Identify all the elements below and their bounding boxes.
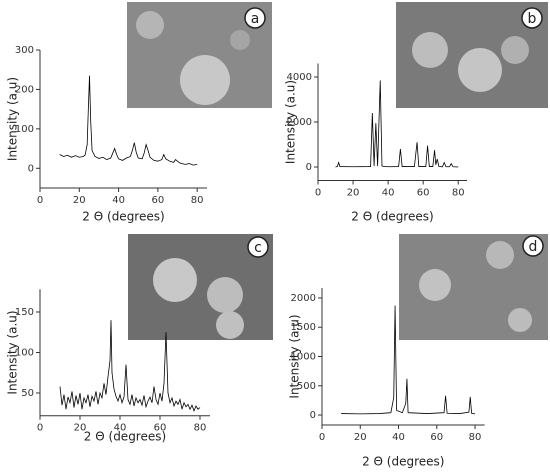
y-tick-label: 50 xyxy=(21,388,34,399)
x-tick-label: 0 xyxy=(37,423,43,434)
sem-inset-c: c xyxy=(128,234,273,340)
x-axis-title: 2 Θ (degrees) xyxy=(84,430,166,444)
x-tick-label: 0 xyxy=(315,188,321,199)
panel-letter: c xyxy=(254,240,262,256)
x-tick-label: 60 xyxy=(430,432,443,443)
x-axis-title: 2 Θ (degrees) xyxy=(351,210,433,224)
particle xyxy=(486,241,514,269)
y-tick-label: 1500 xyxy=(291,322,316,333)
x-tick-label: 40 xyxy=(382,188,395,199)
xrd-line xyxy=(341,305,476,415)
particle xyxy=(230,30,250,50)
sem-inset-a: a xyxy=(127,2,272,108)
particle xyxy=(216,311,244,339)
panel-badge xyxy=(244,7,266,29)
x-tick-label: 20 xyxy=(74,423,87,434)
y-tick-label: 500 xyxy=(297,381,316,392)
particle xyxy=(207,277,243,313)
x-tick-label: 20 xyxy=(347,188,360,199)
x-tick-label: 40 xyxy=(392,432,405,443)
x-axis-title: 2 Θ (degrees) xyxy=(362,455,444,469)
particle xyxy=(419,269,451,301)
x-tick-label: 0 xyxy=(37,195,43,206)
x-axis-title: 2 Θ (degrees) xyxy=(82,210,164,224)
panel-letter: a xyxy=(251,11,260,27)
y-tick-label: 200 xyxy=(15,84,34,95)
x-tick-label: 80 xyxy=(194,423,207,434)
x-tick-label: 20 xyxy=(73,195,86,206)
panel-badge xyxy=(247,236,269,258)
y-tick-label: 100 xyxy=(15,124,34,135)
particle xyxy=(180,55,230,105)
x-tick-label: 60 xyxy=(152,195,165,206)
xrd-line xyxy=(59,75,198,166)
panel-badge xyxy=(522,235,544,257)
y-tick-label: 2000 xyxy=(287,117,312,128)
y-tick-label: 1000 xyxy=(291,352,316,363)
x-tick-label: 0 xyxy=(319,432,325,443)
x-tick-label: 40 xyxy=(112,195,125,206)
y-tick-label: 4000 xyxy=(287,72,312,83)
sem-inset-b: b xyxy=(396,2,548,108)
y-axis-title: Intensity (a.u) xyxy=(6,310,20,394)
x-tick-label: 80 xyxy=(452,188,465,199)
y-axis-title: Intensity (a.u) xyxy=(288,314,302,398)
particle xyxy=(136,11,164,39)
sem-inset-d: d xyxy=(399,234,548,340)
y-tick-label: 0 xyxy=(28,163,34,174)
y-tick-label: 2000 xyxy=(291,293,316,304)
y-tick-label: 100 xyxy=(15,348,34,359)
y-tick-label: 0 xyxy=(306,162,312,173)
y-tick-label: 0 xyxy=(310,410,316,421)
x-tick-label: 80 xyxy=(469,432,482,443)
xrd-line xyxy=(335,80,459,168)
y-axis-title: Intensity (a.u) xyxy=(284,80,298,164)
x-tick-label: 60 xyxy=(417,188,430,199)
x-tick-label: 80 xyxy=(191,195,204,206)
x-tick-label: 60 xyxy=(154,423,167,434)
y-tick-label: 150 xyxy=(15,307,34,318)
particle xyxy=(501,36,529,64)
particle xyxy=(508,308,532,332)
particle xyxy=(458,48,502,92)
x-tick-label: 20 xyxy=(354,432,367,443)
panel-letter: b xyxy=(528,11,537,27)
y-axis-title: Intensity (a.u) xyxy=(6,77,20,161)
xrd-line xyxy=(59,320,201,412)
x-tick-label: 40 xyxy=(114,423,127,434)
panel-letter: d xyxy=(529,239,538,255)
y-tick-label: 300 xyxy=(15,45,34,56)
panel-badge xyxy=(521,7,543,29)
particle xyxy=(412,32,448,68)
particle xyxy=(153,258,197,302)
